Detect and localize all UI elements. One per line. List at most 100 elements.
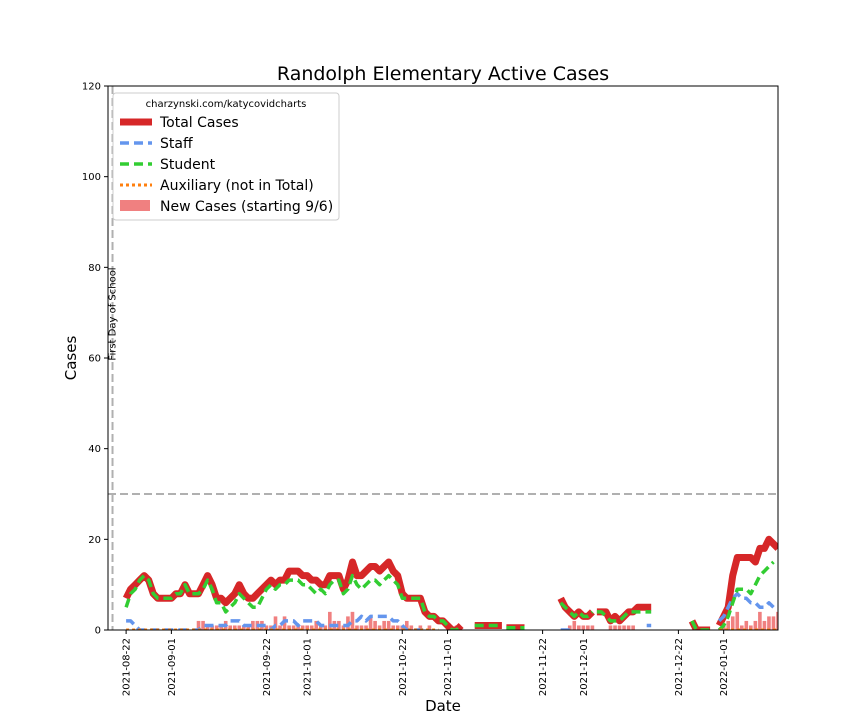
x-tick-label: 2021-11-22 (538, 638, 549, 696)
new-cases-bar (744, 620, 749, 630)
student-line (124, 573, 463, 630)
lines-layer (122, 535, 778, 630)
new-cases-bar (386, 620, 391, 630)
y-axis: 0 20 40 60 80 100 120 (82, 82, 108, 637)
new-cases-bar (359, 625, 364, 630)
x-tick-label: 2021-12-01 (579, 638, 590, 696)
y-tick-label: 80 (88, 263, 101, 274)
new-cases-bar (581, 625, 586, 630)
new-cases-bar (219, 625, 223, 630)
new-cases-bar (237, 625, 242, 630)
new-cases-bar (771, 616, 776, 630)
y-tick-label: 120 (82, 82, 101, 93)
new-cases-bar (201, 620, 205, 630)
new-cases-bar (586, 625, 590, 630)
new-cases-bar (395, 625, 400, 630)
legend-label-staff: Staff (160, 136, 193, 152)
x-tick-label: 2021-12-22 (674, 638, 685, 696)
new-cases-bar (631, 625, 635, 630)
plot-area (108, 86, 778, 630)
new-cases-bar (242, 625, 246, 630)
new-cases-bar (205, 625, 210, 630)
student-line (690, 620, 711, 630)
new-cases-bar (368, 616, 373, 630)
new-cases-bar (287, 625, 291, 630)
new-cases-bar (767, 616, 771, 630)
y-tick-label: 20 (88, 535, 101, 546)
new-cases-bar (758, 611, 762, 630)
new-cases-bar (328, 611, 332, 630)
chart-title: Randolph Elementary Active Cases (277, 63, 609, 85)
y-tick-label: 0 (95, 626, 101, 637)
new-cases-bar (762, 620, 767, 630)
new-cases-bar (608, 625, 613, 630)
x-tick-label: 2021-10-01 (303, 638, 314, 696)
new-cases-bar (246, 625, 251, 630)
staff-line (717, 591, 775, 623)
new-cases-bar (305, 625, 309, 630)
new-cases-bar (309, 625, 314, 630)
x-tick-label: 2021-11-01 (443, 638, 454, 696)
new-cases-bar (296, 625, 300, 630)
new-cases-bar (567, 625, 572, 630)
new-cases-bar (776, 611, 778, 630)
new-cases-bar (418, 625, 423, 630)
new-cases-bar (323, 625, 328, 630)
new-cases-bar (196, 620, 201, 630)
y-tick-label: 40 (88, 444, 101, 455)
new-cases-bar (291, 625, 296, 630)
student-line (596, 610, 652, 623)
new-cases-bar (350, 611, 355, 630)
new-cases-bar (409, 625, 414, 630)
new-cases-bar (377, 625, 382, 630)
y-tick-label: 100 (82, 172, 101, 183)
new-cases-bar (749, 625, 753, 630)
legend: charzynski.com/katycovidcharts Total Cas… (112, 92, 340, 221)
new-cases-bar (318, 625, 323, 630)
new-cases-bar (273, 616, 278, 630)
new-cases-bar (232, 625, 237, 630)
student-line (559, 601, 594, 619)
new-cases-bar (300, 625, 305, 630)
new-cases-bar (264, 625, 269, 630)
new-cases-bar (572, 620, 577, 630)
x-tick-label: 2021-08-22 (122, 638, 133, 696)
legend-label-new-cases-starting-9-6: New Cases (starting 9/6) (160, 199, 333, 215)
new-cases-bar (391, 625, 396, 630)
new-cases-bar (626, 625, 631, 630)
new-cases-bar (210, 625, 214, 630)
legend-title: charzynski.com/katycovidcharts (146, 99, 307, 110)
new-cases-bar (617, 625, 622, 630)
x-tick-label: 2021-09-01 (167, 638, 178, 696)
new-cases-bar (577, 625, 581, 630)
new-cases-bar (251, 620, 255, 630)
new-cases-bar (404, 620, 409, 630)
legend-label-total-cases: Total Cases (159, 115, 239, 131)
x-tick-label: 2021-09-22 (262, 638, 273, 696)
new-cases-bar (739, 625, 744, 630)
new-cases-bar (278, 625, 282, 630)
new-cases-bar (753, 620, 758, 630)
new-cases-bar (228, 625, 233, 630)
new-cases-bar (613, 625, 617, 630)
new-cases-bar (214, 625, 219, 630)
new-cases-bar (726, 620, 731, 630)
new-cases-bar (337, 620, 341, 630)
student-line (717, 560, 775, 630)
y-tick-label: 60 (88, 354, 101, 365)
new-cases-bar (730, 616, 735, 630)
legend-box (112, 92, 340, 221)
new-cases-bar (341, 625, 346, 630)
x-tick-label: 2022-01-01 (719, 638, 730, 696)
first-day-of-school-label: First Day of School (108, 267, 119, 360)
staff-line (126, 614, 425, 630)
new-cases-bar (735, 611, 740, 630)
legend-swatch-new-cases-starting-9-6 (120, 200, 150, 211)
x-axis-label: Date (425, 697, 461, 715)
new-cases-bar (427, 625, 432, 630)
legend-label-auxiliary-not-in-total: Auxiliary (not in Total) (160, 178, 314, 194)
new-cases-bar (314, 620, 319, 630)
y-axis-label: Cases (62, 336, 80, 381)
new-cases-bar (622, 625, 626, 630)
